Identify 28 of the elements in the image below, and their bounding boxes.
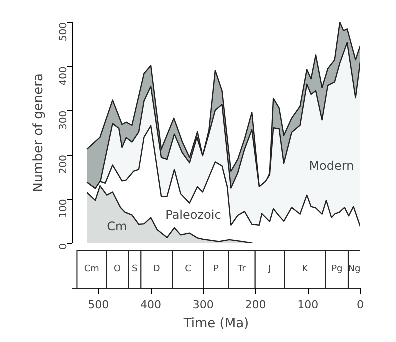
series-label: Cm: [84, 264, 100, 274]
series-label: J: [268, 264, 272, 274]
series-label: O: [114, 264, 122, 274]
series-label: Ng: [348, 264, 361, 274]
series-label: D: [153, 264, 160, 274]
y-tick-label: 0: [58, 243, 70, 250]
series-label: P: [214, 264, 220, 274]
series-label: K: [302, 264, 310, 274]
x-tick-label: 200: [245, 298, 266, 312]
series-label: C: [185, 264, 192, 274]
annotation: Paleozoic: [166, 208, 222, 222]
y-axis-title: Number of genera: [32, 74, 46, 192]
x-tick-label: 0: [357, 298, 364, 312]
y-tick-label: 400: [58, 66, 70, 86]
series-label: S: [132, 264, 138, 274]
x-tick-label: 100: [298, 298, 319, 312]
annotation: Modern: [309, 159, 354, 174]
y-tick-label: 200: [58, 155, 70, 174]
y-tick-label: 100: [58, 199, 70, 218]
x-tick-label: 300: [192, 298, 214, 312]
y-tick-label: 300: [58, 110, 70, 130]
x-tick-label: 500: [88, 298, 110, 312]
x-tick-label: 400: [140, 298, 162, 312]
series-label: Pg: [332, 264, 343, 274]
series-label: Tr: [236, 264, 246, 274]
y-tick-label: 500: [58, 22, 70, 42]
x-axis-title: Time (Ma): [182, 316, 250, 332]
annotation: Cm: [107, 220, 128, 234]
